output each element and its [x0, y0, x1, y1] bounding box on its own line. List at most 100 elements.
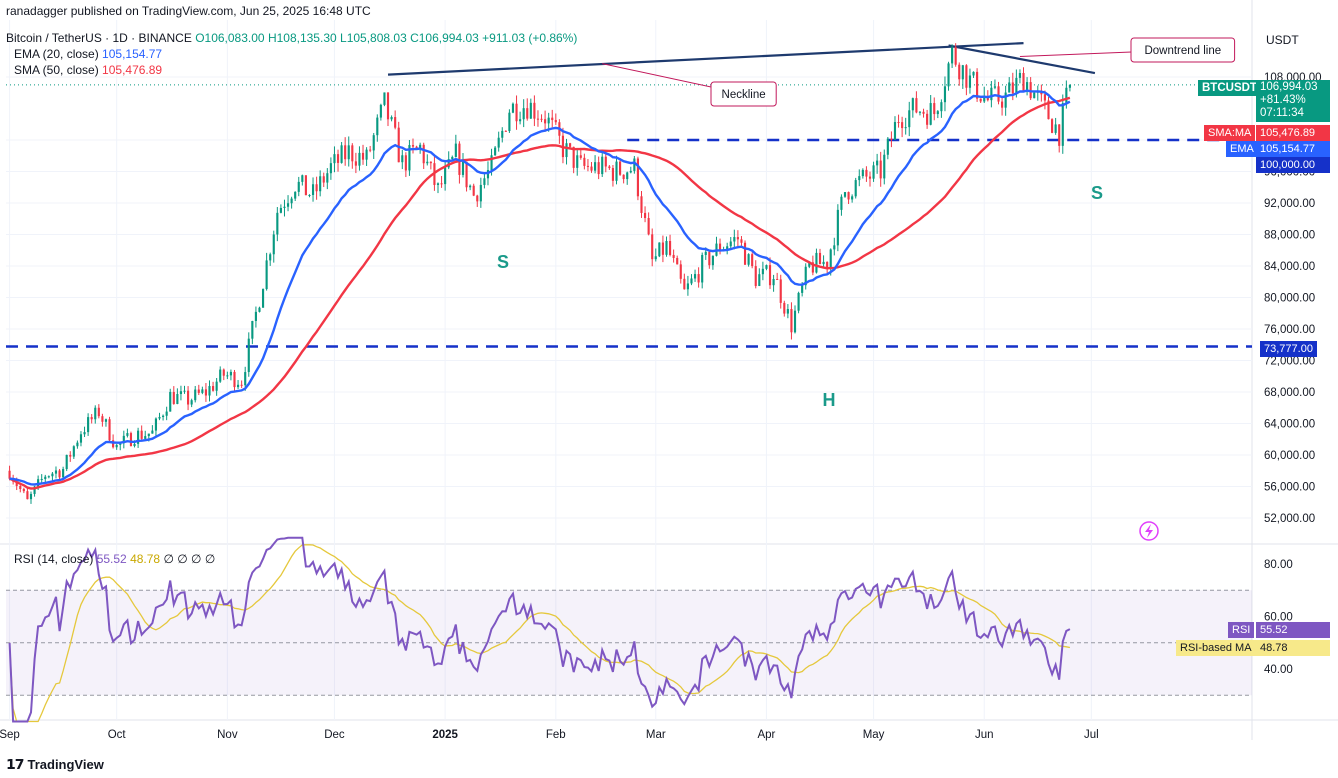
candle-body — [415, 146, 418, 149]
candle-body — [579, 155, 582, 158]
candle-body — [122, 435, 125, 444]
rsi-ma-tag-value: 48.78 — [1256, 640, 1330, 656]
head-label: H — [823, 390, 836, 410]
tradingview-logo[interactable]: 𝟭𝟳 TradingView — [6, 756, 104, 773]
price-badge-countdown: 07:11:34 — [1260, 107, 1304, 119]
candle-body — [358, 152, 361, 166]
candle-body — [194, 389, 197, 401]
sma-50-line — [9, 96, 1071, 490]
candle-body — [329, 163, 332, 174]
candle-body — [247, 338, 250, 373]
candle-body — [658, 242, 661, 257]
symbol-badge: BTCUSDT — [1198, 80, 1261, 96]
candle-body — [604, 156, 607, 167]
candle-body — [583, 157, 586, 166]
rsi-ma-legend-value: 48.78 — [130, 552, 161, 566]
candle-body — [997, 86, 1000, 102]
candle-body — [640, 196, 643, 213]
rsi-legend[interactable]: RSI (14, close) 55.52 48.78 ∅ ∅ ∅ ∅ — [14, 551, 215, 567]
candle-body — [172, 391, 175, 404]
candle-body — [176, 394, 179, 404]
candle-body — [383, 92, 386, 105]
candle-body — [258, 307, 261, 312]
candle-body — [515, 103, 518, 122]
candle-body — [219, 369, 222, 382]
candle-body — [936, 111, 939, 115]
candle-body — [461, 161, 465, 175]
candle-body — [65, 454, 68, 470]
publisher-line: ranadagger published on TradingView.com,… — [6, 4, 371, 18]
candle-body — [22, 488, 25, 492]
candle-body — [818, 252, 822, 265]
candle-body — [69, 454, 72, 457]
candle-body — [404, 155, 407, 171]
candle-body — [718, 243, 722, 251]
candle-body — [351, 145, 354, 162]
candle-body — [476, 195, 479, 202]
lightning-icon — [1139, 521, 1159, 541]
sma-legend[interactable]: SMA (50, close) 105,476.89 — [14, 62, 162, 78]
symbol-label[interactable]: Bitcoin / TetherUS · 1D · BINANCE — [6, 31, 192, 45]
candle-body — [676, 257, 679, 265]
candle-body — [151, 430, 154, 434]
candle-body — [372, 135, 375, 151]
candle-body — [815, 252, 818, 273]
candle-body — [540, 118, 543, 120]
time-tick-label: May — [863, 729, 885, 741]
candle-body — [272, 234, 275, 255]
candle-body — [97, 407, 100, 417]
price-tick-label: 60,000.00 — [1264, 450, 1315, 462]
rsi-tick-label: 60.00 — [1264, 612, 1293, 624]
candle-body — [1054, 124, 1057, 133]
candle-body — [665, 240, 668, 255]
neckline-callout-box — [710, 81, 777, 107]
candle-body — [490, 155, 493, 171]
ema-legend-value: 105,154.77 — [102, 47, 163, 61]
candle-body — [244, 372, 247, 386]
candle-body — [751, 254, 754, 267]
currency-label[interactable]: USDT — [1266, 33, 1299, 47]
candle-body — [1050, 119, 1054, 133]
candle-body — [265, 260, 268, 290]
candle-body — [861, 169, 864, 177]
candle-body — [469, 185, 472, 188]
candle-body — [868, 176, 872, 179]
candle-body — [511, 103, 515, 113]
candle-body — [1065, 87, 1068, 104]
candle-body — [801, 285, 804, 293]
candle-body — [829, 249, 832, 269]
candle-body — [743, 242, 747, 265]
candle-body — [622, 174, 625, 180]
ema-legend[interactable]: EMA (20, close) 105,154.77 — [14, 46, 162, 62]
rsi-ma-tag-label: RSI-based MA — [1176, 640, 1256, 656]
candle-body — [933, 103, 936, 115]
candle-body — [140, 430, 143, 439]
sma-tag-value: 105,476.89 — [1256, 125, 1330, 141]
candle-body — [943, 86, 947, 103]
price-tick-label: 56,000.00 — [1264, 482, 1315, 494]
price-badge: 106,994.03 +81.43% 07:11:34 — [1256, 80, 1330, 122]
neckline — [387, 42, 1024, 76]
candle-body — [569, 143, 572, 147]
candle-body — [322, 176, 325, 183]
price-tick-label: 84,000.00 — [1264, 261, 1315, 273]
candle-body — [165, 411, 168, 416]
candle-body — [601, 156, 604, 175]
candle-body — [544, 119, 547, 124]
candle-body — [683, 278, 686, 290]
candle-body — [154, 418, 158, 431]
candle-body — [390, 117, 393, 120]
candle-body — [104, 419, 108, 422]
candle-body — [668, 240, 672, 255]
candle-body — [1018, 72, 1022, 78]
candle-body — [840, 196, 843, 210]
candle-body — [865, 169, 868, 177]
candle-body — [112, 440, 115, 448]
candle-body — [504, 130, 507, 132]
candle-body — [647, 218, 650, 235]
candle-body — [940, 102, 943, 112]
candle-body — [740, 239, 743, 243]
candle-body — [108, 419, 111, 441]
candle-body — [822, 261, 825, 265]
